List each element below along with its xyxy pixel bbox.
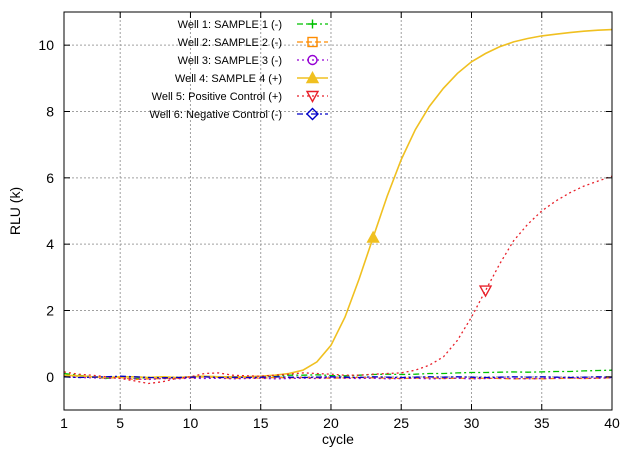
x-tick-label: 1 (60, 415, 68, 431)
legend-marker-3 (307, 54, 318, 66)
legend-label-4: Well 4: SAMPLE 4 (+) (175, 73, 282, 85)
x-tick-label: 30 (464, 415, 480, 431)
x-tick-label: 20 (323, 415, 339, 431)
legend-marker-2 (307, 36, 318, 48)
legend-marker-5 (305, 90, 320, 103)
y-axis-label: RLU (k) (7, 187, 23, 235)
series-line-3 (63, 376, 613, 381)
legend-label-2: Well 2: SAMPLE 2 (-) (178, 37, 282, 49)
x-tick-label: 25 (393, 415, 409, 431)
x-tick-label: 15 (253, 415, 269, 431)
legend-marker-1 (308, 19, 317, 29)
series-marker-5 (478, 285, 493, 298)
legend-marker-6 (306, 107, 319, 121)
x-tick-label: 10 (183, 415, 199, 431)
legend-label-5: Well 5: Positive Control (+) (152, 91, 282, 103)
legend-marker-4 (305, 71, 320, 84)
y-tick-label: 6 (46, 170, 54, 186)
series-line-4 (63, 28, 613, 379)
grid (64, 12, 612, 410)
legend: Well 1: SAMPLE 1 (-) Well 2: SAMPLE 2 (-)… (150, 19, 328, 121)
y-tick-label: 0 (46, 369, 54, 385)
series-markers (366, 230, 493, 298)
y-tick-label: 2 (46, 303, 54, 319)
series-line-1 (63, 369, 613, 380)
plot-frame (63, 11, 613, 411)
y-tick-label: 10 (38, 37, 54, 53)
series-line-5 (63, 175, 613, 385)
x-tick-label: 35 (534, 415, 550, 431)
y-tick-label: 4 (46, 236, 54, 252)
x-axis-label: cycle (322, 431, 354, 447)
legend-label-1: Well 1: SAMPLE 1 (-) (178, 19, 282, 31)
x-tick-label: 40 (604, 415, 620, 431)
series-marker-4 (366, 230, 380, 243)
legend-label-6: Well 6: Negative Control (-) (150, 109, 282, 121)
y-tick-label: 8 (46, 104, 54, 120)
series-lines (63, 28, 613, 385)
x-tick-label: 5 (116, 415, 124, 431)
legend-label-3: Well 3: SAMPLE 3 (-) (178, 55, 282, 67)
